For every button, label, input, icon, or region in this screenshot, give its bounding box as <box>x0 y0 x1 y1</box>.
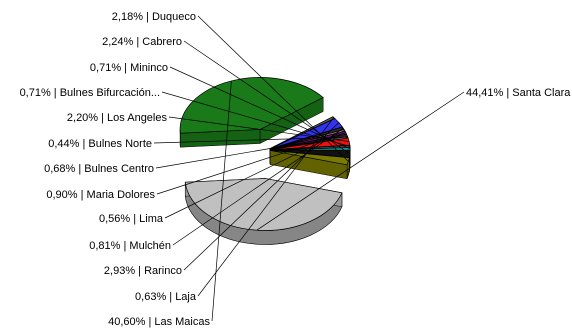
slice-label: 2,93% | Rarinco <box>104 265 182 277</box>
slice-label: 2,20% | Los Angeles <box>67 112 168 124</box>
leader-line <box>197 117 335 297</box>
pie-slice <box>179 77 324 134</box>
leader-line <box>169 66 351 150</box>
slice-label: 0,90% | Maria Dolores <box>46 189 155 201</box>
leader-line <box>172 127 344 246</box>
slice-label: 2,24% | Cabrero <box>102 36 182 48</box>
leader-line <box>256 91 465 231</box>
leader-line <box>155 134 348 169</box>
slice-label: 0,56% | Lima <box>99 213 164 225</box>
leader-line <box>197 15 349 162</box>
slice-label: 0,68% | Bulnes Centro <box>44 163 154 175</box>
slice-label: 2,18% | Duqueco <box>112 11 196 23</box>
leader-line <box>183 122 340 271</box>
leader-line <box>164 130 345 219</box>
slice-label: 0,63% | Laja <box>135 291 197 303</box>
slice-label: 0,81% | Mulchén <box>89 240 171 252</box>
leader-line <box>153 136 348 144</box>
slice-label: 0,71% | Bulnes Bifurcación... <box>20 87 160 99</box>
leader-line <box>156 132 347 195</box>
leader-line <box>161 91 351 147</box>
slice-label: 40,60% | Las Maicas <box>108 316 210 328</box>
leader-line <box>211 80 232 322</box>
pie-slice <box>184 178 343 231</box>
slice-label: 0,71% | Mininco <box>90 62 168 74</box>
slice-label: 0,44% | Bulnes Norte <box>48 138 152 150</box>
leader-line <box>183 40 351 155</box>
slice-label: 44,41% | Santa Clara <box>466 87 571 99</box>
